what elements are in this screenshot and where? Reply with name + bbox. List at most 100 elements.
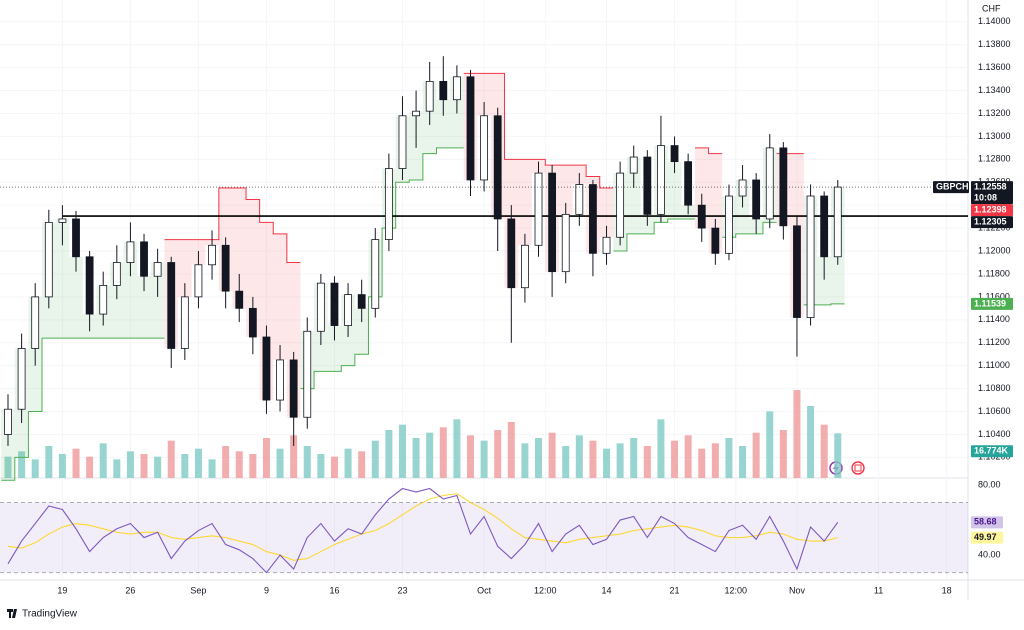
y-tick-label: 1.11600 [978, 291, 1010, 301]
volume-tag: 16.774K [974, 446, 1009, 456]
y-tick-label: 1.13600 [978, 62, 1011, 72]
candle-body [289, 359, 298, 418]
volume-bar [398, 424, 406, 478]
volume-bar [45, 446, 53, 478]
candle-body [697, 204, 706, 229]
trend-fill [436, 99, 451, 148]
candle-body [657, 145, 665, 215]
rsi-tag: 58.68 [974, 517, 997, 527]
candle-body [398, 115, 407, 169]
countdown-tag-bg [971, 192, 1013, 205]
trend-line [803, 303, 845, 306]
volume-bar [711, 443, 719, 478]
volume-bar [698, 448, 706, 478]
level-tag: 1.12305 [974, 216, 1007, 226]
trend-fill [477, 73, 491, 116]
volume-bar [4, 456, 12, 478]
candle-body [589, 184, 597, 254]
volume-bar [616, 443, 624, 478]
volume-bar [725, 438, 733, 478]
volume-bar [86, 456, 94, 478]
volume-bar [739, 446, 747, 478]
volume-bar [412, 438, 420, 478]
volume-bar [480, 440, 488, 478]
volume-bar [31, 459, 39, 478]
candle-body [412, 110, 420, 117]
trend-line [1, 337, 165, 481]
volume-bar [303, 446, 311, 478]
y-tick-label: 1.14000 [978, 16, 1011, 26]
volume-bar [58, 454, 66, 478]
candle-body [330, 282, 339, 326]
rsi-tag-bg [971, 516, 1003, 529]
y-tick-label: 1.11200 [978, 337, 1010, 347]
symbol-tag: GBPCHF [936, 181, 975, 191]
volume-bar [507, 422, 515, 478]
x-tick-label: 26 [125, 585, 135, 595]
currency-label: CHF [982, 3, 1001, 13]
volume-bar [779, 430, 787, 478]
candle-body [167, 262, 176, 349]
candle-body [561, 213, 570, 273]
brand[interactable]: TradingView [7, 609, 78, 620]
candle-body [439, 80, 448, 101]
candle-body [480, 115, 488, 181]
candle-body [316, 282, 325, 332]
volume-bar [575, 435, 583, 478]
volume-bar [126, 451, 134, 478]
candle-body [262, 336, 271, 401]
y-tick-label: 1.13200 [978, 108, 1011, 118]
candle-body [180, 296, 189, 349]
countdown-tag: 10:08 [974, 192, 997, 202]
volume-bar [208, 459, 216, 478]
trend-fill [667, 161, 682, 219]
volume-bar [548, 432, 556, 478]
candle-body [221, 244, 230, 292]
y-tick-label: 1.13000 [978, 131, 1011, 141]
candle-body [384, 168, 393, 240]
trend-fill [232, 187, 247, 309]
y-tick-label: 1.10600 [978, 406, 1011, 416]
candle-body [17, 348, 26, 410]
candle-body [153, 262, 162, 277]
candle-body [466, 76, 475, 181]
event-icon[interactable] [851, 461, 865, 475]
rsi-tick-label: 40.00 [978, 549, 1001, 559]
volume-bar [18, 451, 26, 478]
volume-bar [793, 390, 801, 478]
marker-price-tag: 1.12398 [974, 204, 1007, 214]
trend-line [613, 218, 695, 252]
volume-bar [235, 451, 243, 478]
rsi-ma-tag: 49.97 [974, 532, 997, 542]
brand-logo [7, 609, 17, 618]
trend-line [463, 72, 614, 189]
x-tick-label: 18 [942, 585, 952, 595]
candle-body [575, 184, 584, 215]
volume-bar [426, 432, 434, 478]
candle-body [140, 241, 148, 277]
candle-body [765, 147, 774, 220]
volume-bar [276, 448, 284, 478]
candle-body [208, 244, 216, 266]
y-tick-label: 1.13400 [978, 85, 1011, 95]
candle-body [126, 241, 135, 263]
candle-body [806, 195, 815, 318]
volume-bar [820, 424, 828, 478]
symbol-tag-bg [933, 181, 969, 194]
level-tag-bg [971, 216, 1013, 229]
volume-bar [589, 440, 597, 478]
candle-body [534, 172, 543, 246]
candle-body [303, 330, 312, 418]
volume-bar [317, 454, 325, 478]
volume-bar [494, 430, 502, 478]
trend-fill [558, 165, 573, 215]
candle-body [752, 179, 761, 220]
candle-body [357, 294, 366, 309]
volume-bar [766, 411, 774, 478]
candle-body [684, 161, 693, 206]
volume-bar [290, 435, 298, 478]
trend-fill [327, 325, 342, 372]
trend-line [164, 187, 301, 263]
volume-tag-bg [971, 445, 1013, 458]
